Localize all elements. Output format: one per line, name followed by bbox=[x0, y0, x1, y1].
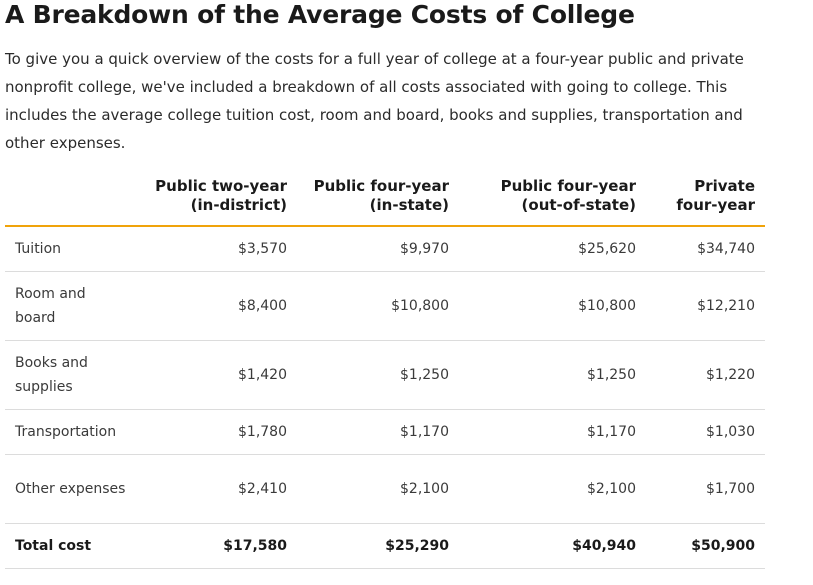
cell-value: $1,250 bbox=[297, 340, 459, 410]
cell-value: $9,970 bbox=[297, 226, 459, 272]
table-row: Books and supplies $1,420 $1,250 $1,250 … bbox=[5, 340, 765, 410]
row-label: Tuition bbox=[5, 226, 140, 272]
cell-value: $2,100 bbox=[297, 454, 459, 524]
row-label: Room and board bbox=[5, 271, 140, 341]
cell-value: $1,030 bbox=[646, 409, 765, 455]
total-value: $17,580 bbox=[140, 523, 297, 569]
table-header-row: Public two-year (in-district) Public fou… bbox=[5, 172, 765, 227]
header-public-two-year: Public two-year (in-district) bbox=[140, 172, 297, 227]
cell-value: $2,410 bbox=[140, 454, 297, 524]
page-title: A Breakdown of the Average Costs of Coll… bbox=[5, 0, 635, 29]
cell-value: $2,100 bbox=[459, 454, 646, 524]
cell-value: $1,220 bbox=[646, 340, 765, 410]
header-private-four-year: Private four-year bbox=[646, 172, 765, 227]
cell-value: $1,780 bbox=[140, 409, 297, 455]
row-label: Books and supplies bbox=[5, 340, 140, 410]
cell-value: $1,700 bbox=[646, 454, 765, 524]
row-label: Other expenses bbox=[5, 454, 140, 524]
cell-value: $1,420 bbox=[140, 340, 297, 410]
table-row: Transportation $1,780 $1,170 $1,170 $1,0… bbox=[5, 409, 765, 455]
total-value: $40,940 bbox=[459, 523, 646, 569]
intro-paragraph: To give you a quick overview of the cost… bbox=[5, 50, 744, 152]
cell-value: $1,170 bbox=[297, 409, 459, 455]
cell-value: $8,400 bbox=[140, 271, 297, 341]
cell-value: $10,800 bbox=[297, 271, 459, 341]
cell-value: $25,620 bbox=[459, 226, 646, 272]
total-label: Total cost bbox=[5, 523, 140, 569]
cell-value: $3,570 bbox=[140, 226, 297, 272]
row-label: Transportation bbox=[5, 409, 140, 455]
table-row: Room and board $8,400 $10,800 $10,800 $1… bbox=[5, 271, 765, 341]
header-public-four-year-out-of-state: Public four-year (out-of-state) bbox=[459, 172, 646, 227]
table-row: Tuition $3,570 $9,970 $25,620 $34,740 bbox=[5, 226, 765, 272]
total-value: $50,900 bbox=[646, 523, 765, 569]
cell-value: $12,210 bbox=[646, 271, 765, 341]
cell-value: $34,740 bbox=[646, 226, 765, 272]
cell-value: $1,250 bbox=[459, 340, 646, 410]
cell-value: $10,800 bbox=[459, 271, 646, 341]
total-row: Total cost $17,580 $25,290 $40,940 $50,9… bbox=[5, 523, 765, 569]
table-row: Other expenses $2,410 $2,100 $2,100 $1,7… bbox=[5, 454, 765, 524]
total-value: $25,290 bbox=[297, 523, 459, 569]
cost-breakdown-table: Public two-year (in-district) Public fou… bbox=[5, 172, 765, 569]
cell-value: $1,170 bbox=[459, 409, 646, 455]
header-cell-empty bbox=[5, 172, 140, 227]
header-public-four-year-in-state: Public four-year (in-state) bbox=[297, 172, 459, 227]
